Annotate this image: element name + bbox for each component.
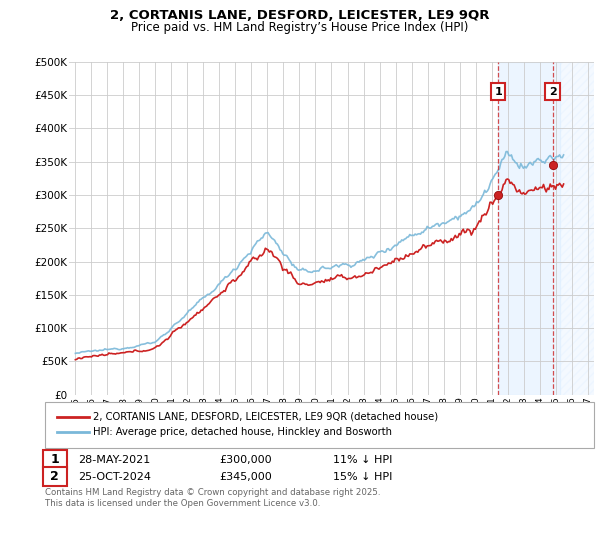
Text: 2: 2 <box>549 87 557 96</box>
Text: 1: 1 <box>50 453 59 466</box>
Text: Price paid vs. HM Land Registry’s House Price Index (HPI): Price paid vs. HM Land Registry’s House … <box>131 21 469 34</box>
Text: 2, CORTANIS LANE, DESFORD, LEICESTER, LE9 9QR (detached house): 2, CORTANIS LANE, DESFORD, LEICESTER, LE… <box>93 412 438 422</box>
Text: Contains HM Land Registry data © Crown copyright and database right 2025.
This d: Contains HM Land Registry data © Crown c… <box>45 488 380 508</box>
Text: £300,000: £300,000 <box>219 455 272 465</box>
Text: 25-OCT-2024: 25-OCT-2024 <box>78 472 151 482</box>
Text: HPI: Average price, detached house, Hinckley and Bosworth: HPI: Average price, detached house, Hinc… <box>93 427 392 437</box>
Text: 1: 1 <box>494 87 502 96</box>
Text: 11% ↓ HPI: 11% ↓ HPI <box>333 455 392 465</box>
Bar <box>498 62 560 395</box>
Bar <box>560 62 594 395</box>
Text: 15% ↓ HPI: 15% ↓ HPI <box>333 472 392 482</box>
Text: £345,000: £345,000 <box>219 472 272 482</box>
Text: 28-MAY-2021: 28-MAY-2021 <box>78 455 150 465</box>
Text: 2, CORTANIS LANE, DESFORD, LEICESTER, LE9 9QR: 2, CORTANIS LANE, DESFORD, LEICESTER, LE… <box>110 9 490 22</box>
Text: 2: 2 <box>50 470 59 483</box>
